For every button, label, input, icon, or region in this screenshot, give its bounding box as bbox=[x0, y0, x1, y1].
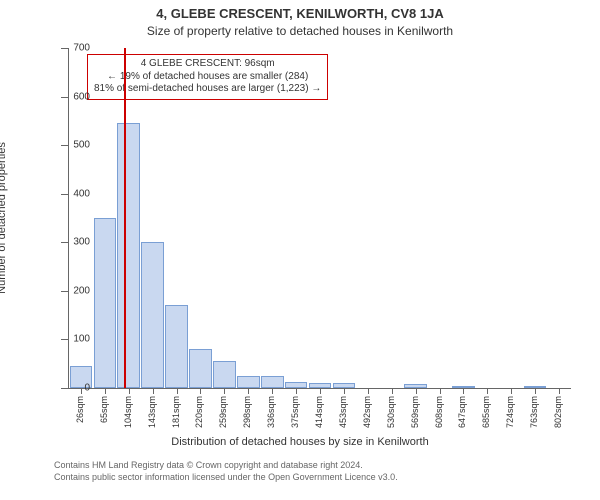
x-tick bbox=[487, 388, 488, 394]
histogram-bar bbox=[141, 242, 164, 388]
y-tick-label: 0 bbox=[84, 383, 90, 394]
y-tick bbox=[61, 291, 69, 292]
y-tick-label: 500 bbox=[73, 140, 90, 151]
x-tick-label: 530sqm bbox=[386, 396, 396, 428]
x-tick bbox=[272, 388, 273, 394]
y-tick-label: 200 bbox=[73, 285, 90, 296]
x-tick-label: 608sqm bbox=[434, 396, 444, 428]
x-tick bbox=[105, 388, 106, 394]
x-tick bbox=[440, 388, 441, 394]
chart-container: 4, GLEBE CRESCENT, KENILWORTH, CV8 1JA S… bbox=[0, 0, 600, 500]
histogram-bar bbox=[213, 361, 236, 388]
x-axis-title: Distribution of detached houses by size … bbox=[0, 436, 600, 448]
x-tick-label: 453sqm bbox=[338, 396, 348, 428]
y-tick-label: 400 bbox=[73, 188, 90, 199]
x-tick-label: 375sqm bbox=[290, 396, 300, 428]
plot-area: 4 GLEBE CRESCENT: 96sqm← 19% of detached… bbox=[68, 48, 571, 389]
x-tick bbox=[296, 388, 297, 394]
annotation-line: 4 GLEBE CRESCENT: 96sqm bbox=[94, 58, 321, 71]
x-tick bbox=[392, 388, 393, 394]
x-tick-label: 492sqm bbox=[362, 396, 372, 428]
y-tick-label: 100 bbox=[73, 334, 90, 345]
y-tick-label: 700 bbox=[73, 43, 90, 54]
x-tick-label: 763sqm bbox=[529, 396, 539, 428]
y-tick bbox=[61, 97, 69, 98]
x-tick-label: 143sqm bbox=[147, 396, 157, 428]
x-tick bbox=[200, 388, 201, 394]
annotation-line: 81% of semi-detached houses are larger (… bbox=[94, 83, 321, 96]
histogram-bar bbox=[237, 376, 260, 388]
x-tick bbox=[368, 388, 369, 394]
x-tick bbox=[81, 388, 82, 394]
chart-title-subtitle: Size of property relative to detached ho… bbox=[0, 24, 600, 38]
x-tick-label: 181sqm bbox=[171, 396, 181, 428]
annotation-line: ← 19% of detached houses are smaller (28… bbox=[94, 71, 321, 84]
y-tick bbox=[61, 194, 69, 195]
x-tick-label: 724sqm bbox=[505, 396, 515, 428]
x-tick bbox=[129, 388, 130, 394]
x-tick-label: 414sqm bbox=[314, 396, 324, 428]
x-tick bbox=[177, 388, 178, 394]
x-tick-label: 65sqm bbox=[99, 396, 109, 423]
x-tick bbox=[153, 388, 154, 394]
y-tick bbox=[61, 339, 69, 340]
x-tick bbox=[559, 388, 560, 394]
x-tick-label: 298sqm bbox=[242, 396, 252, 428]
x-tick bbox=[248, 388, 249, 394]
x-tick-label: 569sqm bbox=[410, 396, 420, 428]
histogram-bar bbox=[189, 349, 212, 388]
y-tick bbox=[61, 145, 69, 146]
x-tick-label: 26sqm bbox=[75, 396, 85, 423]
histogram-bar bbox=[94, 218, 117, 388]
y-tick bbox=[61, 388, 69, 389]
attribution-line-1: Contains HM Land Registry data © Crown c… bbox=[54, 460, 398, 472]
x-tick bbox=[344, 388, 345, 394]
x-tick-label: 802sqm bbox=[553, 396, 563, 428]
y-tick bbox=[61, 242, 69, 243]
x-tick bbox=[463, 388, 464, 394]
histogram-bar bbox=[117, 123, 140, 388]
property-size-marker bbox=[124, 48, 126, 388]
y-axis-title: Number of detached properties bbox=[0, 142, 8, 294]
histogram-bar bbox=[261, 376, 284, 388]
x-tick-label: 685sqm bbox=[481, 396, 491, 428]
x-tick-label: 336sqm bbox=[266, 396, 276, 428]
y-tick-label: 300 bbox=[73, 237, 90, 248]
x-tick-label: 647sqm bbox=[457, 396, 467, 428]
chart-title-address: 4, GLEBE CRESCENT, KENILWORTH, CV8 1JA bbox=[0, 6, 600, 21]
x-tick bbox=[535, 388, 536, 394]
x-tick-label: 220sqm bbox=[194, 396, 204, 428]
x-tick bbox=[511, 388, 512, 394]
y-tick bbox=[61, 48, 69, 49]
x-tick-label: 104sqm bbox=[123, 396, 133, 428]
y-tick-label: 600 bbox=[73, 91, 90, 102]
attribution-text: Contains HM Land Registry data © Crown c… bbox=[54, 460, 398, 483]
x-tick-label: 259sqm bbox=[218, 396, 228, 428]
attribution-line-2: Contains public sector information licen… bbox=[54, 472, 398, 484]
x-tick bbox=[320, 388, 321, 394]
histogram-bar bbox=[165, 305, 188, 388]
x-tick bbox=[416, 388, 417, 394]
x-tick bbox=[224, 388, 225, 394]
